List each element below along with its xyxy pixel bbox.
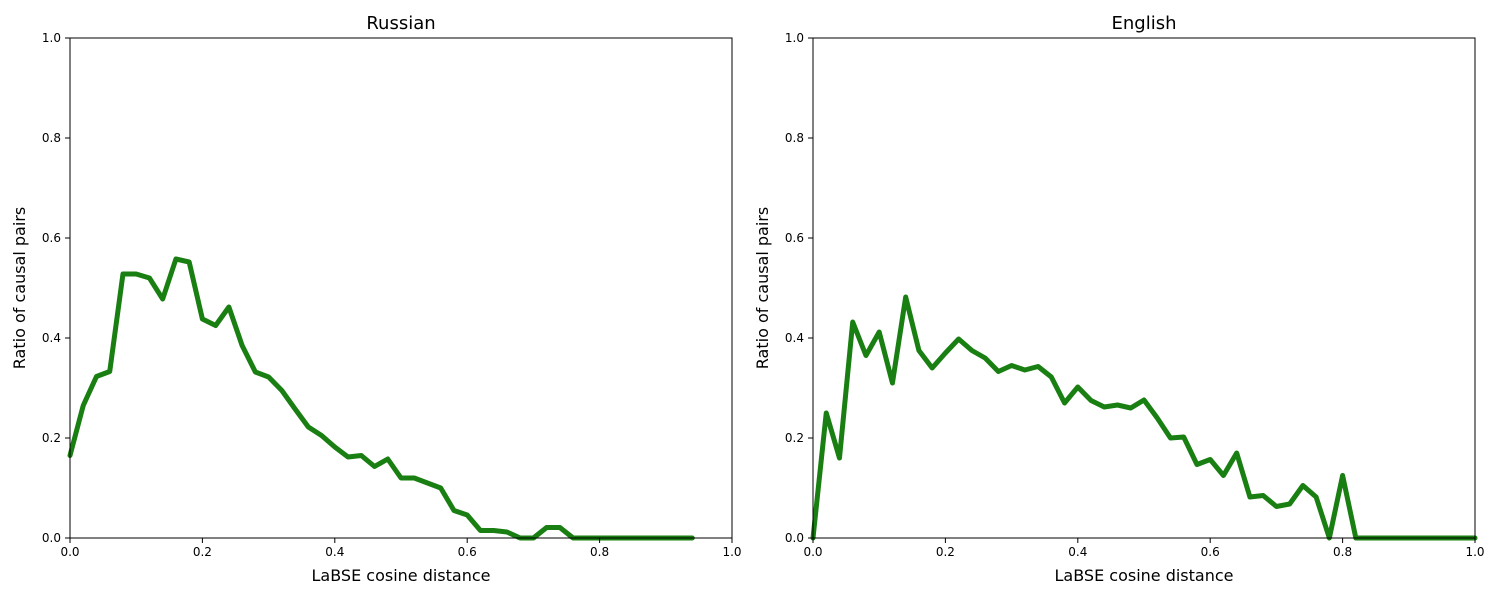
y-axis-label: Ratio of causal pairs (753, 207, 772, 369)
y-tick-label: 0.8 (785, 131, 804, 145)
chart-panel-russian: Russian 0.0 0.2 0.4 0.6 0.8 1.0 0.0 0.2 0.4 0.6 0.8… (10, 13, 742, 585)
y-tick-label: 0.0 (785, 531, 804, 545)
x-tick-label: 0.8 (590, 545, 609, 559)
x-tick-label: 0.2 (193, 545, 212, 559)
y-axis-label: Ratio of causal pairs (10, 207, 29, 369)
axes-frame (69, 37, 733, 539)
x-axis-label: LaBSE cosine distance (312, 566, 491, 585)
series-line (67, 256, 695, 541)
series-line (810, 294, 1478, 541)
x-axis-label: LaBSE cosine distance (1055, 566, 1234, 585)
x-tick-label: 0.4 (1068, 545, 1087, 559)
chart-title: English (1112, 13, 1177, 34)
x-tick-label: 0.4 (325, 545, 344, 559)
y-tick-label: 1.0 (785, 31, 804, 45)
axes-frame (812, 37, 1476, 539)
y-tick-label: 0.0 (42, 531, 61, 545)
y-tick-label: 0.2 (785, 431, 804, 445)
chart-title: Russian (366, 13, 435, 34)
y-tick-label: 0.2 (42, 431, 61, 445)
x-tick-label: 0.0 (60, 545, 79, 559)
y-tick-label: 1.0 (42, 31, 61, 45)
x-tick-label: 0.6 (458, 545, 477, 559)
x-tick-label: 0.6 (1201, 545, 1220, 559)
y-tick-label: 0.6 (42, 231, 61, 245)
x-tick-label: 1.0 (722, 545, 741, 559)
x-tick-label: 0.2 (936, 545, 955, 559)
chart-panel-english: English 0.0 0.2 0.4 0.6 0.8 1.0 0.0 0.2 0.4 0.6 0.8… (753, 13, 1485, 585)
y-tick-label: 0.4 (785, 331, 804, 345)
x-tick-label: 1.0 (1465, 545, 1484, 559)
y-tick-label: 0.4 (42, 331, 61, 345)
x-tick-label: 0.0 (803, 545, 822, 559)
y-tick-label: 0.8 (42, 131, 61, 145)
x-tick-label: 0.8 (1333, 545, 1352, 559)
y-tick-label: 0.6 (785, 231, 804, 245)
